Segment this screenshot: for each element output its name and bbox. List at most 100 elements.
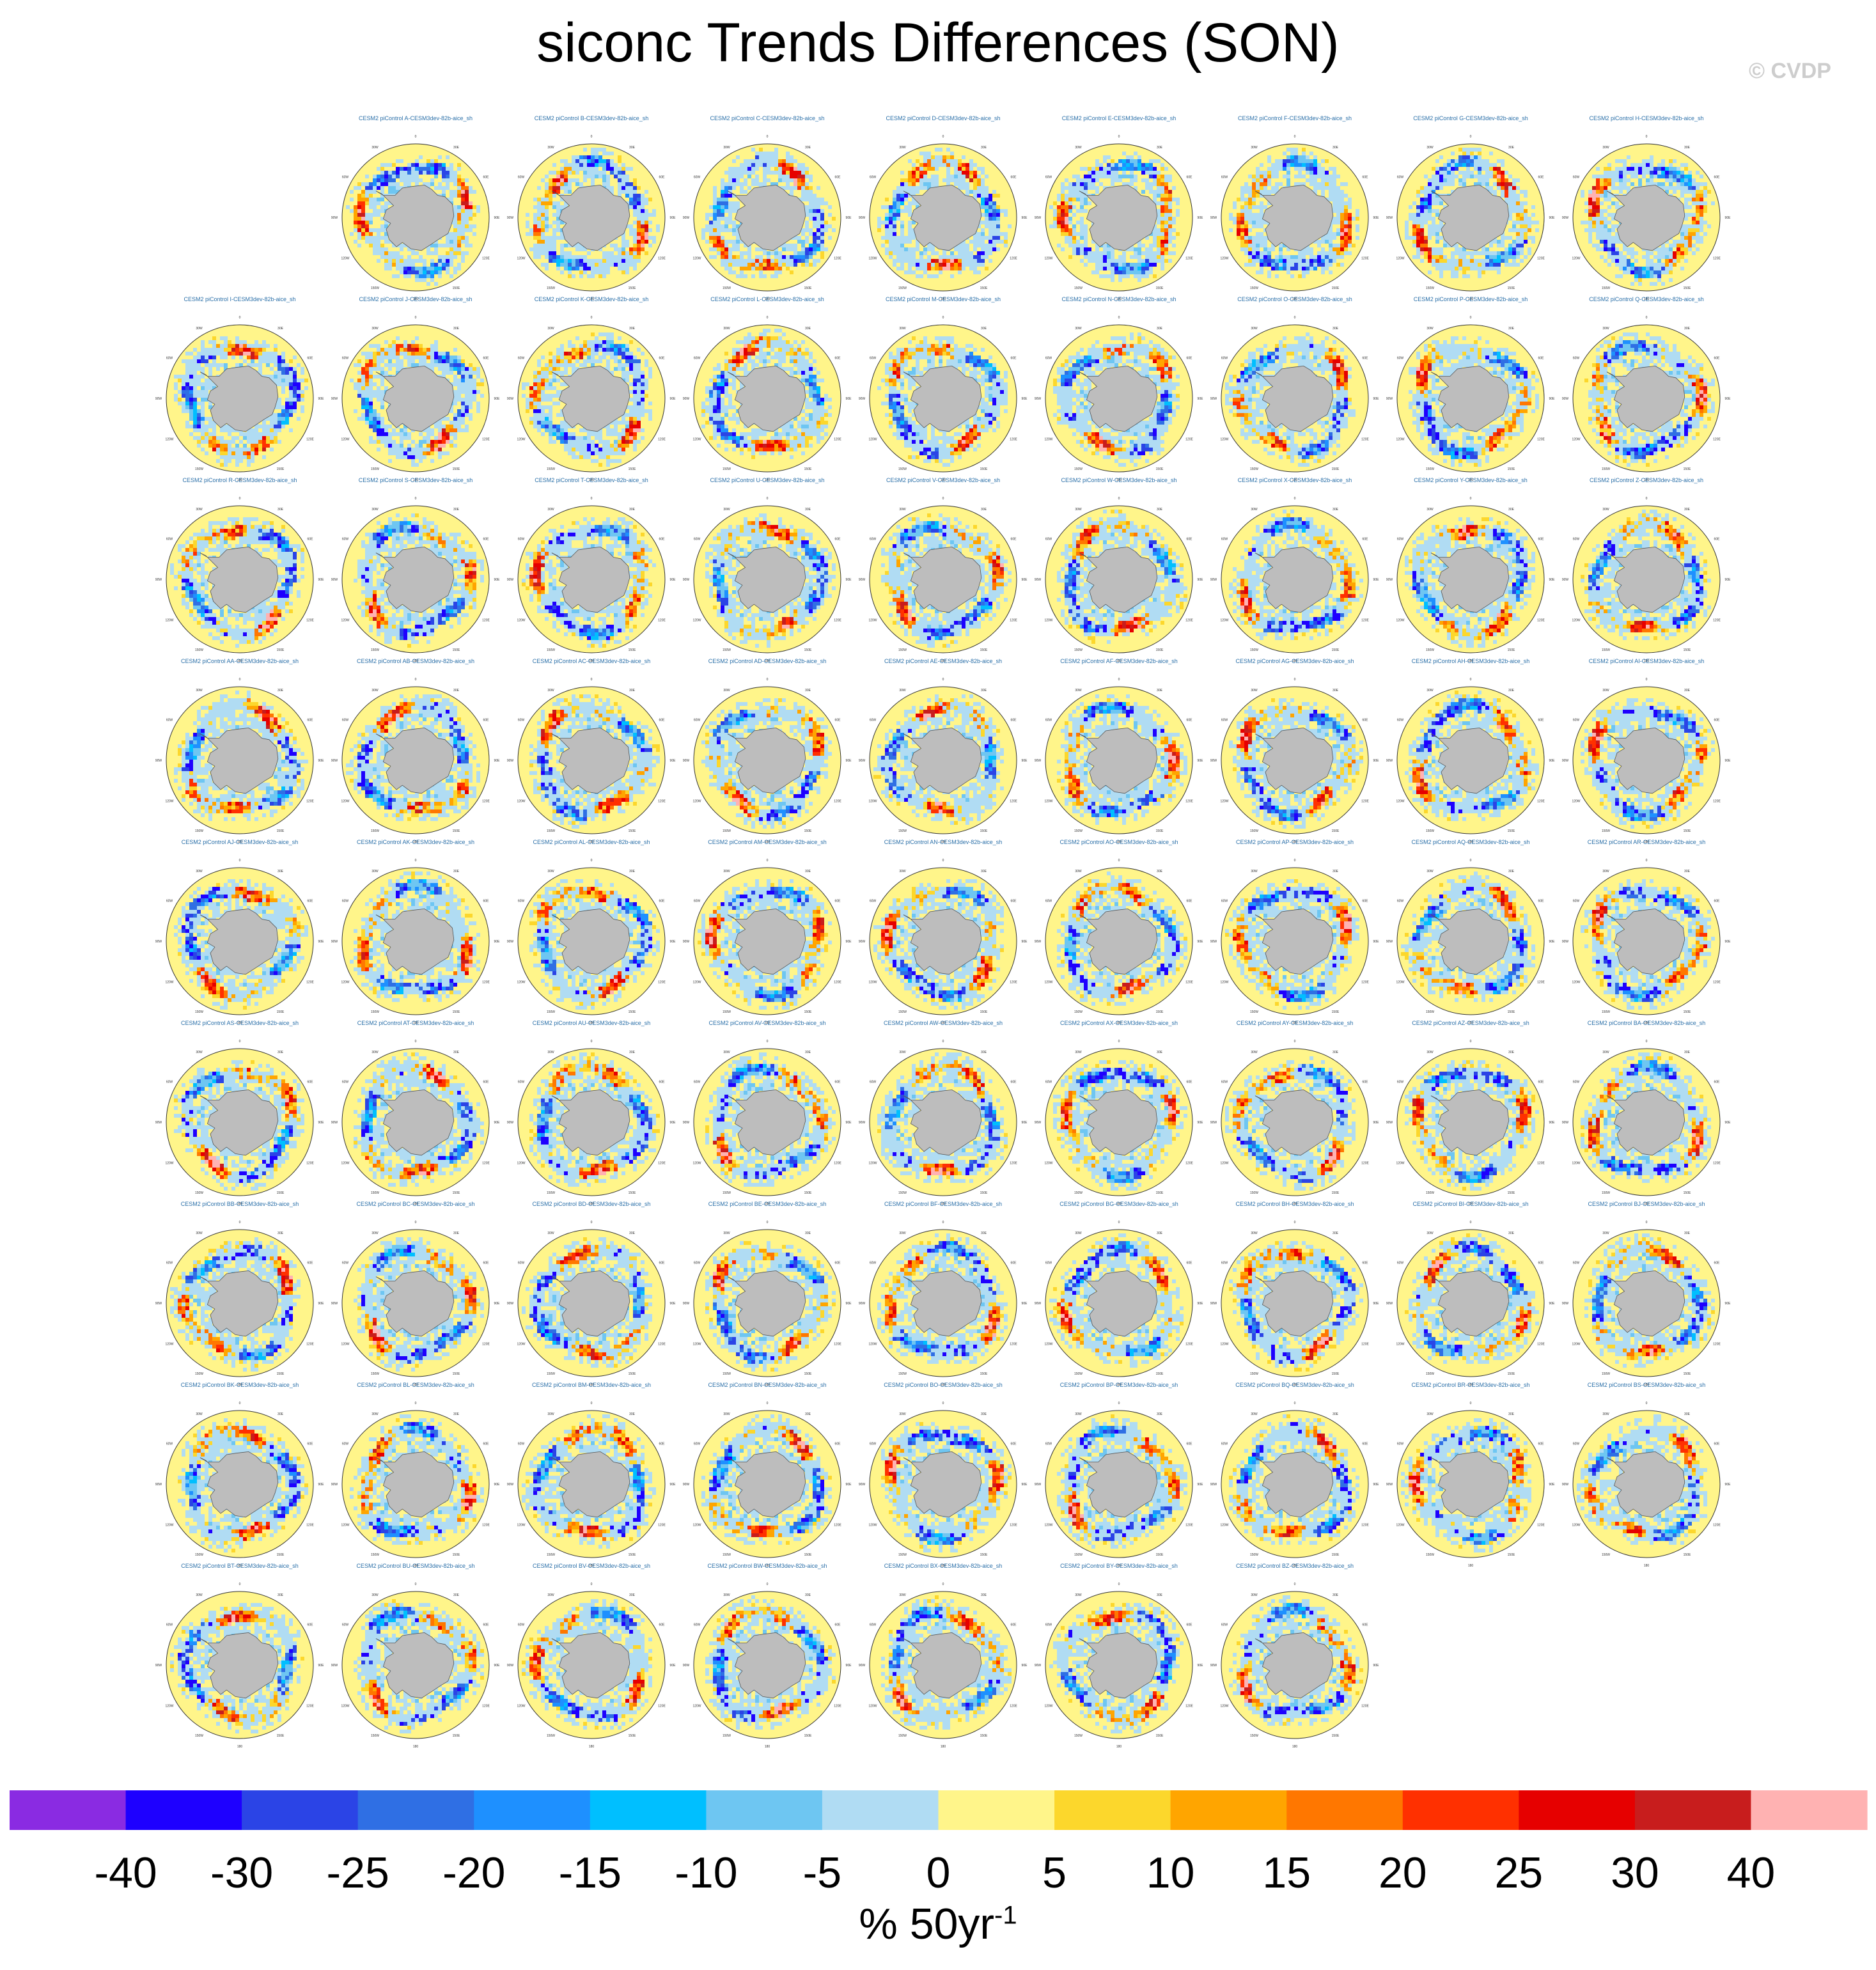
longitude-label: 120W (341, 1524, 349, 1528)
longitude-label: 150W (1602, 1553, 1610, 1557)
longitude-label: 60W (518, 1442, 525, 1446)
sea-ice-trend-cells (354, 1599, 484, 1733)
longitude-label: 30W (1251, 1051, 1258, 1054)
longitude-label: 150E (453, 1553, 460, 1557)
map-border (1221, 1591, 1369, 1739)
longitude-label: 150E (629, 1191, 636, 1195)
antarctica-landmass (727, 1089, 806, 1156)
longitude-label: 30W (1602, 1231, 1609, 1235)
longitude-label: 180 (1292, 1745, 1298, 1749)
longitude-label: 30W (1075, 327, 1082, 331)
panel-title: CESM2 piControl AW-CESM3dev-82b-aice_sh (884, 1020, 1003, 1026)
longitude-label: 30E (277, 870, 284, 873)
panel-BX: CESM2 piControl BX-CESM3dev-82b-aice_sh 0… (859, 1563, 1028, 1749)
longitude-label: 30E (1684, 146, 1691, 150)
longitude-label: 150E (277, 1191, 285, 1195)
longitude-label: 90W (331, 1664, 338, 1668)
longitude-label: 30E (453, 327, 460, 331)
longitude-label: 30E (805, 327, 811, 331)
longitude-label: 180 (237, 1202, 243, 1206)
panel-I: CESM2 piControl I-CESM3dev-82b-aice_sh 0 3… (155, 296, 324, 482)
longitude-label: 60W (870, 1081, 877, 1084)
panel-BR: CESM2 piControl BR-CESM3dev-82b-aice_sh 0… (1386, 1382, 1555, 1568)
panel-E: CESM2 piControl E-CESM3dev-82b-aice_sh 0 3… (1035, 115, 1203, 301)
longitude-label: 0 (415, 1402, 417, 1405)
longitude-label: 120W (692, 1705, 701, 1708)
antarctica-landmass (375, 1632, 455, 1699)
longitude-label: 90W (1562, 397, 1569, 401)
longitude-label: 0 (415, 135, 417, 139)
antarctica-landmass (375, 908, 455, 975)
longitude-label: 120E (1010, 438, 1017, 442)
longitude-label: 30W (1602, 146, 1609, 150)
longitude-label: 30E (1157, 1412, 1163, 1416)
longitude-label: 120E (834, 981, 841, 985)
colorbar-tick-label: -25 (327, 1849, 389, 1897)
panel-AR: CESM2 piControl AR-CESM3dev-82b-aice_sh 0… (1562, 839, 1731, 1025)
longitude-label: 90E (1549, 578, 1556, 582)
longitude-label: 90W (1562, 1302, 1569, 1306)
longitude-label: 120W (1044, 1524, 1052, 1528)
colorbar-tick-label: 25 (1494, 1849, 1543, 1897)
longitude-label: 120W (341, 800, 349, 804)
longitude-label: 60W (518, 1623, 525, 1627)
longitude-label: 150W (547, 1734, 555, 1738)
longitude-label: 120E (482, 800, 490, 804)
panel-AB: CESM2 piControl AB-CESM3dev-82b-aice_sh 0… (331, 658, 500, 844)
longitude-label: 60E (308, 357, 314, 361)
antarctica-landmass (1430, 727, 1510, 794)
longitude-label: 30E (629, 870, 636, 873)
longitude-label: 180 (765, 297, 770, 301)
longitude-label: 30E (1157, 1231, 1163, 1235)
longitude-label: 180 (589, 478, 595, 482)
longitude-label: 120W (868, 438, 877, 442)
longitude-label: 90E (494, 759, 501, 763)
longitude-label: 150E (629, 648, 636, 652)
longitude-label: 0 (1294, 316, 1296, 320)
longitude-label: 0 (591, 497, 593, 501)
longitude-label: 150W (1074, 1372, 1083, 1376)
longitude-label: 30W (899, 1412, 906, 1416)
longitude-label: 90E (1725, 397, 1731, 401)
longitude-label: 30W (1075, 689, 1082, 692)
antarctica-landmass (903, 1632, 982, 1699)
antarctica-landmass (1255, 546, 1334, 613)
longitude-label: 90E (318, 940, 325, 944)
antarctica-landmass (727, 184, 806, 251)
longitude-label: 30E (629, 1051, 636, 1054)
longitude-label: 30E (453, 508, 460, 512)
longitude-label: 150W (1250, 467, 1258, 471)
panel-J: CESM2 piControl J-CESM3dev-82b-aice_sh 0 3… (331, 296, 500, 482)
panel-title: CESM2 piControl BE-CESM3dev-82b-aice_sh (708, 1201, 827, 1207)
longitude-label: 30W (1251, 689, 1258, 692)
longitude-label: 180 (765, 1564, 770, 1568)
panel-title: CESM2 piControl D-CESM3dev-82b-aice_sh (886, 115, 1000, 121)
longitude-label: 180 (589, 297, 595, 301)
longitude-label: 0 (1470, 1402, 1472, 1405)
longitude-label: 180 (1644, 659, 1650, 663)
panel-title: CESM2 piControl BD-CESM3dev-82b-aice_sh (532, 1201, 650, 1207)
longitude-label: 90W (155, 1664, 162, 1668)
longitude-label: 150W (1250, 829, 1258, 833)
longitude-label: 150W (547, 1191, 555, 1195)
longitude-label: 60W (1573, 719, 1580, 723)
longitude-label: 120E (1713, 981, 1721, 985)
panel-BT: CESM2 piControl BT-CESM3dev-82b-aice_sh 0… (155, 1563, 324, 1749)
panel-title: CESM2 piControl X-CESM3dev-82b-aice_sh (1238, 477, 1352, 483)
map-border (869, 1048, 1017, 1196)
longitude-label: 120E (306, 1162, 314, 1166)
map-border (517, 867, 666, 1015)
longitude-label: 60W (166, 1081, 173, 1084)
longitude-label: 90E (1725, 1121, 1731, 1125)
panel-title: CESM2 piControl BT-CESM3dev-82b-aice_sh (181, 1563, 299, 1569)
longitude-label: 60E (1538, 719, 1545, 723)
longitude-label: 150W (1074, 467, 1083, 471)
longitude-label: 0 (1470, 1221, 1472, 1224)
sea-ice-trend-cells (346, 155, 480, 286)
panel-AI: CESM2 piControl AI-CESM3dev-82b-aice_sh 0… (1562, 658, 1731, 844)
longitude-label: 60E (1714, 176, 1721, 180)
longitude-label: 150W (898, 467, 907, 471)
longitude-label: 60E (1714, 1442, 1721, 1446)
longitude-label: 60W (166, 357, 173, 361)
map-border (1045, 686, 1193, 834)
